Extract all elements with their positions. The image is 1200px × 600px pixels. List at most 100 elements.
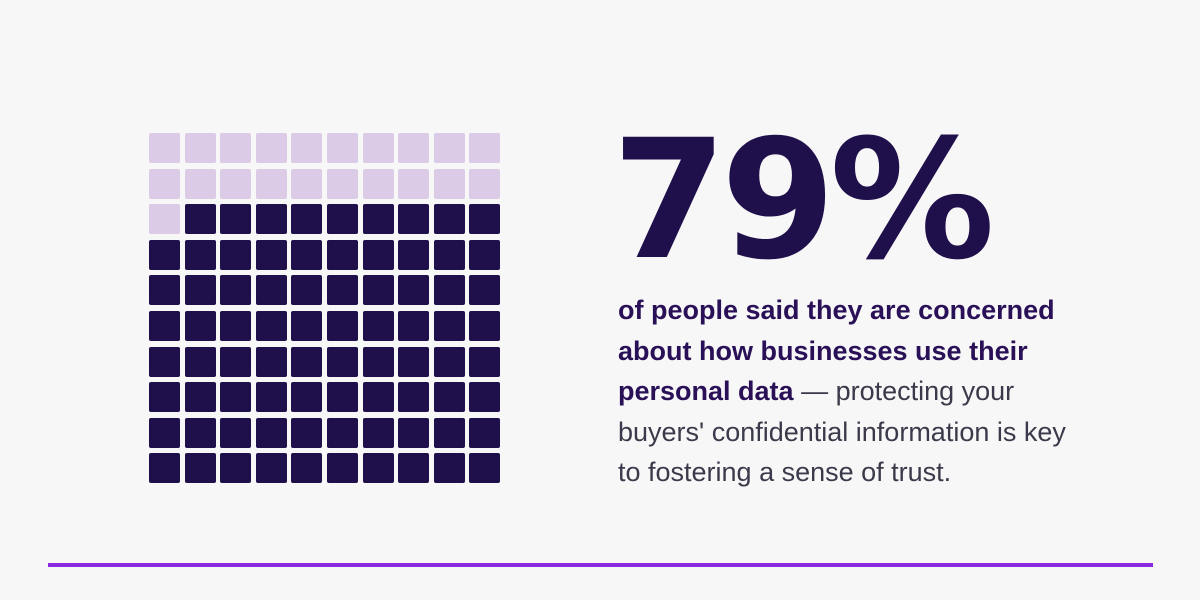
waffle-cell-filled bbox=[327, 382, 358, 413]
waffle-cell-filled bbox=[398, 239, 430, 270]
waffle-cell-filled bbox=[255, 453, 287, 484]
waffle-cell-filled bbox=[469, 275, 501, 306]
waffle-cell-empty bbox=[184, 168, 216, 199]
waffle-cell-filled bbox=[291, 239, 323, 270]
description-highlight: of people said they are concerned about … bbox=[618, 295, 1055, 406]
waffle-cell-filled bbox=[362, 204, 394, 235]
waffle-cell-filled bbox=[398, 453, 430, 484]
waffle-cell-filled bbox=[255, 204, 287, 235]
waffle-cell-filled bbox=[398, 417, 430, 448]
waffle-cell-empty bbox=[433, 168, 465, 199]
waffle-cell-filled bbox=[149, 417, 180, 448]
waffle-cell-filled bbox=[184, 204, 216, 235]
waffle-cell-empty bbox=[469, 168, 501, 199]
waffle-cell-filled bbox=[291, 311, 323, 341]
waffle-cell-filled bbox=[220, 311, 252, 341]
waffle-cell-empty bbox=[291, 133, 323, 163]
waffle-cell-filled bbox=[433, 311, 465, 341]
waffle-cell-filled bbox=[149, 382, 180, 413]
waffle-cell-filled bbox=[220, 346, 252, 377]
waffle-cell-empty bbox=[184, 133, 216, 163]
waffle-cell-filled bbox=[220, 239, 252, 270]
waffle-cell-empty bbox=[291, 168, 323, 199]
waffle-cell-filled bbox=[291, 417, 323, 448]
waffle-cell-filled bbox=[149, 311, 180, 341]
waffle-cell-filled bbox=[433, 382, 465, 413]
waffle-cell-filled bbox=[220, 417, 252, 448]
waffle-cell-filled bbox=[291, 275, 323, 306]
waffle-cell-empty bbox=[433, 133, 465, 163]
waffle-cell-filled bbox=[398, 311, 430, 341]
waffle-cell-filled bbox=[362, 311, 394, 341]
waffle-cell-filled bbox=[327, 417, 358, 448]
waffle-cell-filled bbox=[327, 239, 358, 270]
waffle-cell-filled bbox=[149, 346, 180, 377]
waffle-cell-filled bbox=[291, 382, 323, 413]
waffle-cell-filled bbox=[469, 382, 501, 413]
waffle-cell-filled bbox=[469, 239, 501, 270]
waffle-chart bbox=[149, 133, 501, 485]
waffle-cell-filled bbox=[149, 275, 180, 306]
description-body: — protecting your buyers' confidential i… bbox=[618, 376, 1066, 487]
waffle-cell-filled bbox=[433, 417, 465, 448]
waffle-cell-filled bbox=[362, 239, 394, 270]
waffle-cell-empty bbox=[362, 168, 394, 199]
waffle-cell-filled bbox=[327, 346, 358, 377]
waffle-cell-filled bbox=[433, 239, 465, 270]
waffle-cell-empty bbox=[149, 204, 180, 235]
waffle-cell-filled bbox=[398, 346, 430, 377]
waffle-cell-filled bbox=[255, 311, 287, 341]
waffle-cell-empty bbox=[220, 168, 252, 199]
waffle-cell-filled bbox=[255, 239, 287, 270]
waffle-cell-filled bbox=[291, 204, 323, 235]
waffle-cell-filled bbox=[184, 311, 216, 341]
waffle-cell-filled bbox=[184, 239, 216, 270]
waffle-cell-empty bbox=[220, 133, 252, 163]
waffle-cell-empty bbox=[255, 133, 287, 163]
waffle-cell-empty bbox=[469, 133, 501, 163]
waffle-cell-filled bbox=[184, 453, 216, 484]
waffle-cell-filled bbox=[327, 453, 358, 484]
waffle-cell-filled bbox=[362, 417, 394, 448]
waffle-cell-filled bbox=[362, 346, 394, 377]
waffle-cell-filled bbox=[469, 453, 501, 484]
waffle-cell-filled bbox=[327, 204, 358, 235]
waffle-cell-filled bbox=[469, 346, 501, 377]
waffle-cell-filled bbox=[149, 453, 180, 484]
waffle-cell-empty bbox=[327, 133, 358, 163]
waffle-cell-filled bbox=[255, 346, 287, 377]
waffle-cell-empty bbox=[327, 168, 358, 199]
waffle-cell-filled bbox=[220, 275, 252, 306]
waffle-cell-filled bbox=[220, 382, 252, 413]
waffle-cell-empty bbox=[149, 133, 180, 163]
waffle-cell-empty bbox=[398, 168, 430, 199]
waffle-cell-filled bbox=[362, 453, 394, 484]
waffle-cell-filled bbox=[220, 204, 252, 235]
waffle-cell-filled bbox=[433, 275, 465, 306]
waffle-cell-filled bbox=[291, 346, 323, 377]
waffle-cell-filled bbox=[184, 417, 216, 448]
waffle-cell-filled bbox=[362, 382, 394, 413]
waffle-cell-filled bbox=[184, 382, 216, 413]
waffle-cell-filled bbox=[398, 204, 430, 235]
bottom-accent-rule bbox=[48, 563, 1153, 567]
waffle-cell-filled bbox=[398, 275, 430, 306]
waffle-cell-filled bbox=[291, 453, 323, 484]
waffle-cell-filled bbox=[255, 417, 287, 448]
waffle-cell-filled bbox=[255, 382, 287, 413]
waffle-cell-empty bbox=[398, 133, 430, 163]
waffle-cell-filled bbox=[149, 239, 180, 270]
waffle-cell-filled bbox=[184, 275, 216, 306]
waffle-cell-filled bbox=[327, 275, 358, 306]
waffle-cell-filled bbox=[433, 453, 465, 484]
headline-stat: 79% bbox=[612, 104, 995, 296]
waffle-cell-filled bbox=[469, 204, 501, 235]
waffle-cell-filled bbox=[327, 311, 358, 341]
waffle-cell-empty bbox=[362, 133, 394, 163]
waffle-cell-filled bbox=[433, 204, 465, 235]
waffle-cell-filled bbox=[398, 382, 430, 413]
waffle-cell-filled bbox=[184, 346, 216, 377]
description: of people said they are concerned about … bbox=[618, 290, 1088, 493]
waffle-cell-filled bbox=[220, 453, 252, 484]
waffle-cell-empty bbox=[149, 168, 180, 199]
